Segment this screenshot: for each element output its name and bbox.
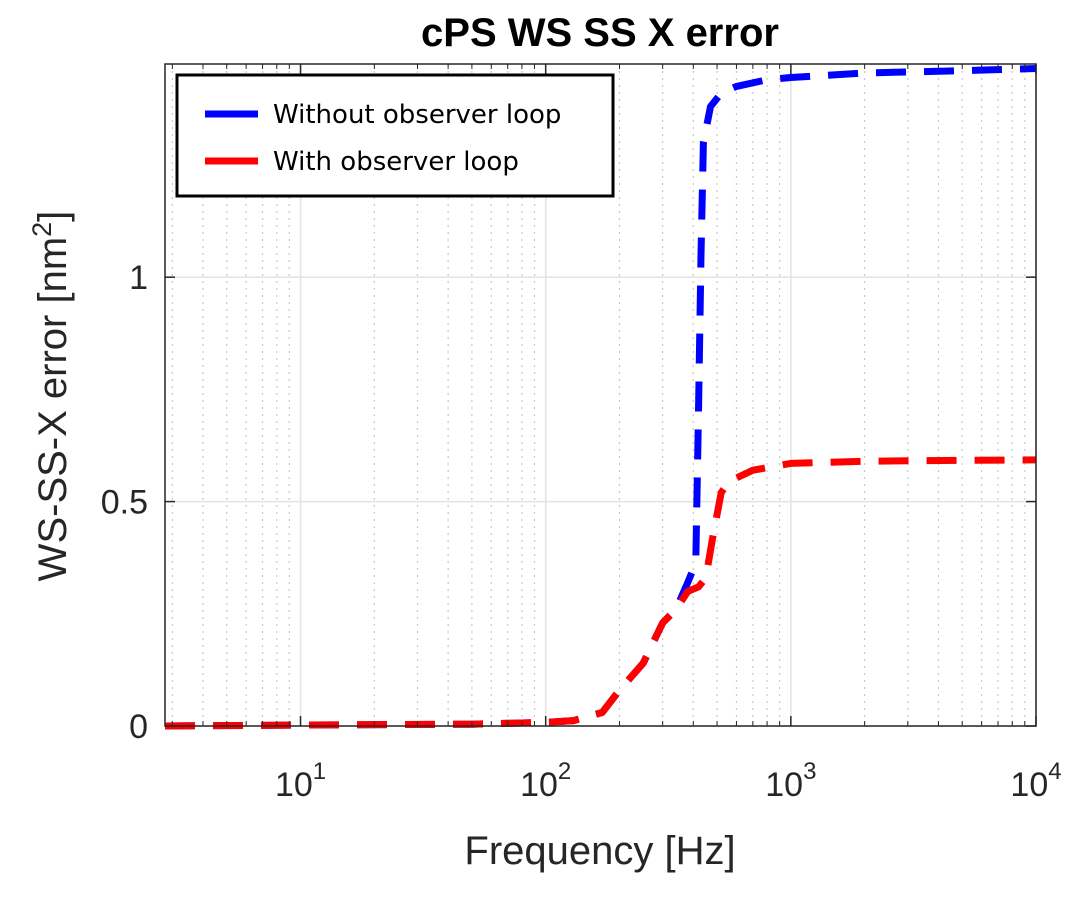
ticks-layer: 101 102 103 104 0 0.5 1 <box>101 64 1062 804</box>
legend-label-without-observer: Without observer loop <box>273 100 561 130</box>
y-axis-label-end: ] <box>31 211 75 222</box>
x-tick-label: 102 <box>520 758 571 804</box>
series-line-1 <box>164 456 1037 730</box>
x-tick-label: 104 <box>1010 758 1061 804</box>
series-layer <box>164 65 1037 730</box>
legend: Without observer loop With observer loop <box>175 73 615 198</box>
minor-grid <box>171 64 1026 726</box>
y-tick-label: 0 <box>129 708 148 746</box>
y-tick-label: 0.5 <box>101 484 148 522</box>
x-axis-label: Frequency [Hz] <box>464 829 735 873</box>
plot-frame <box>164 63 1037 727</box>
y-axis-label: WS-SS-X error [nm2] <box>27 211 75 582</box>
y-axis-label-main: WS-SS-X error [nm <box>31 237 75 581</box>
x-tick-label: 103 <box>765 758 816 804</box>
legend-label-with-observer: With observer loop <box>273 147 519 177</box>
y-tick-label: 1 <box>129 259 148 297</box>
legend-box <box>175 73 615 198</box>
y-axis-label-sup: 2 <box>27 222 57 237</box>
x-tick-label: 101 <box>275 758 326 804</box>
chart-title: cPS WS SS X error <box>421 11 779 55</box>
